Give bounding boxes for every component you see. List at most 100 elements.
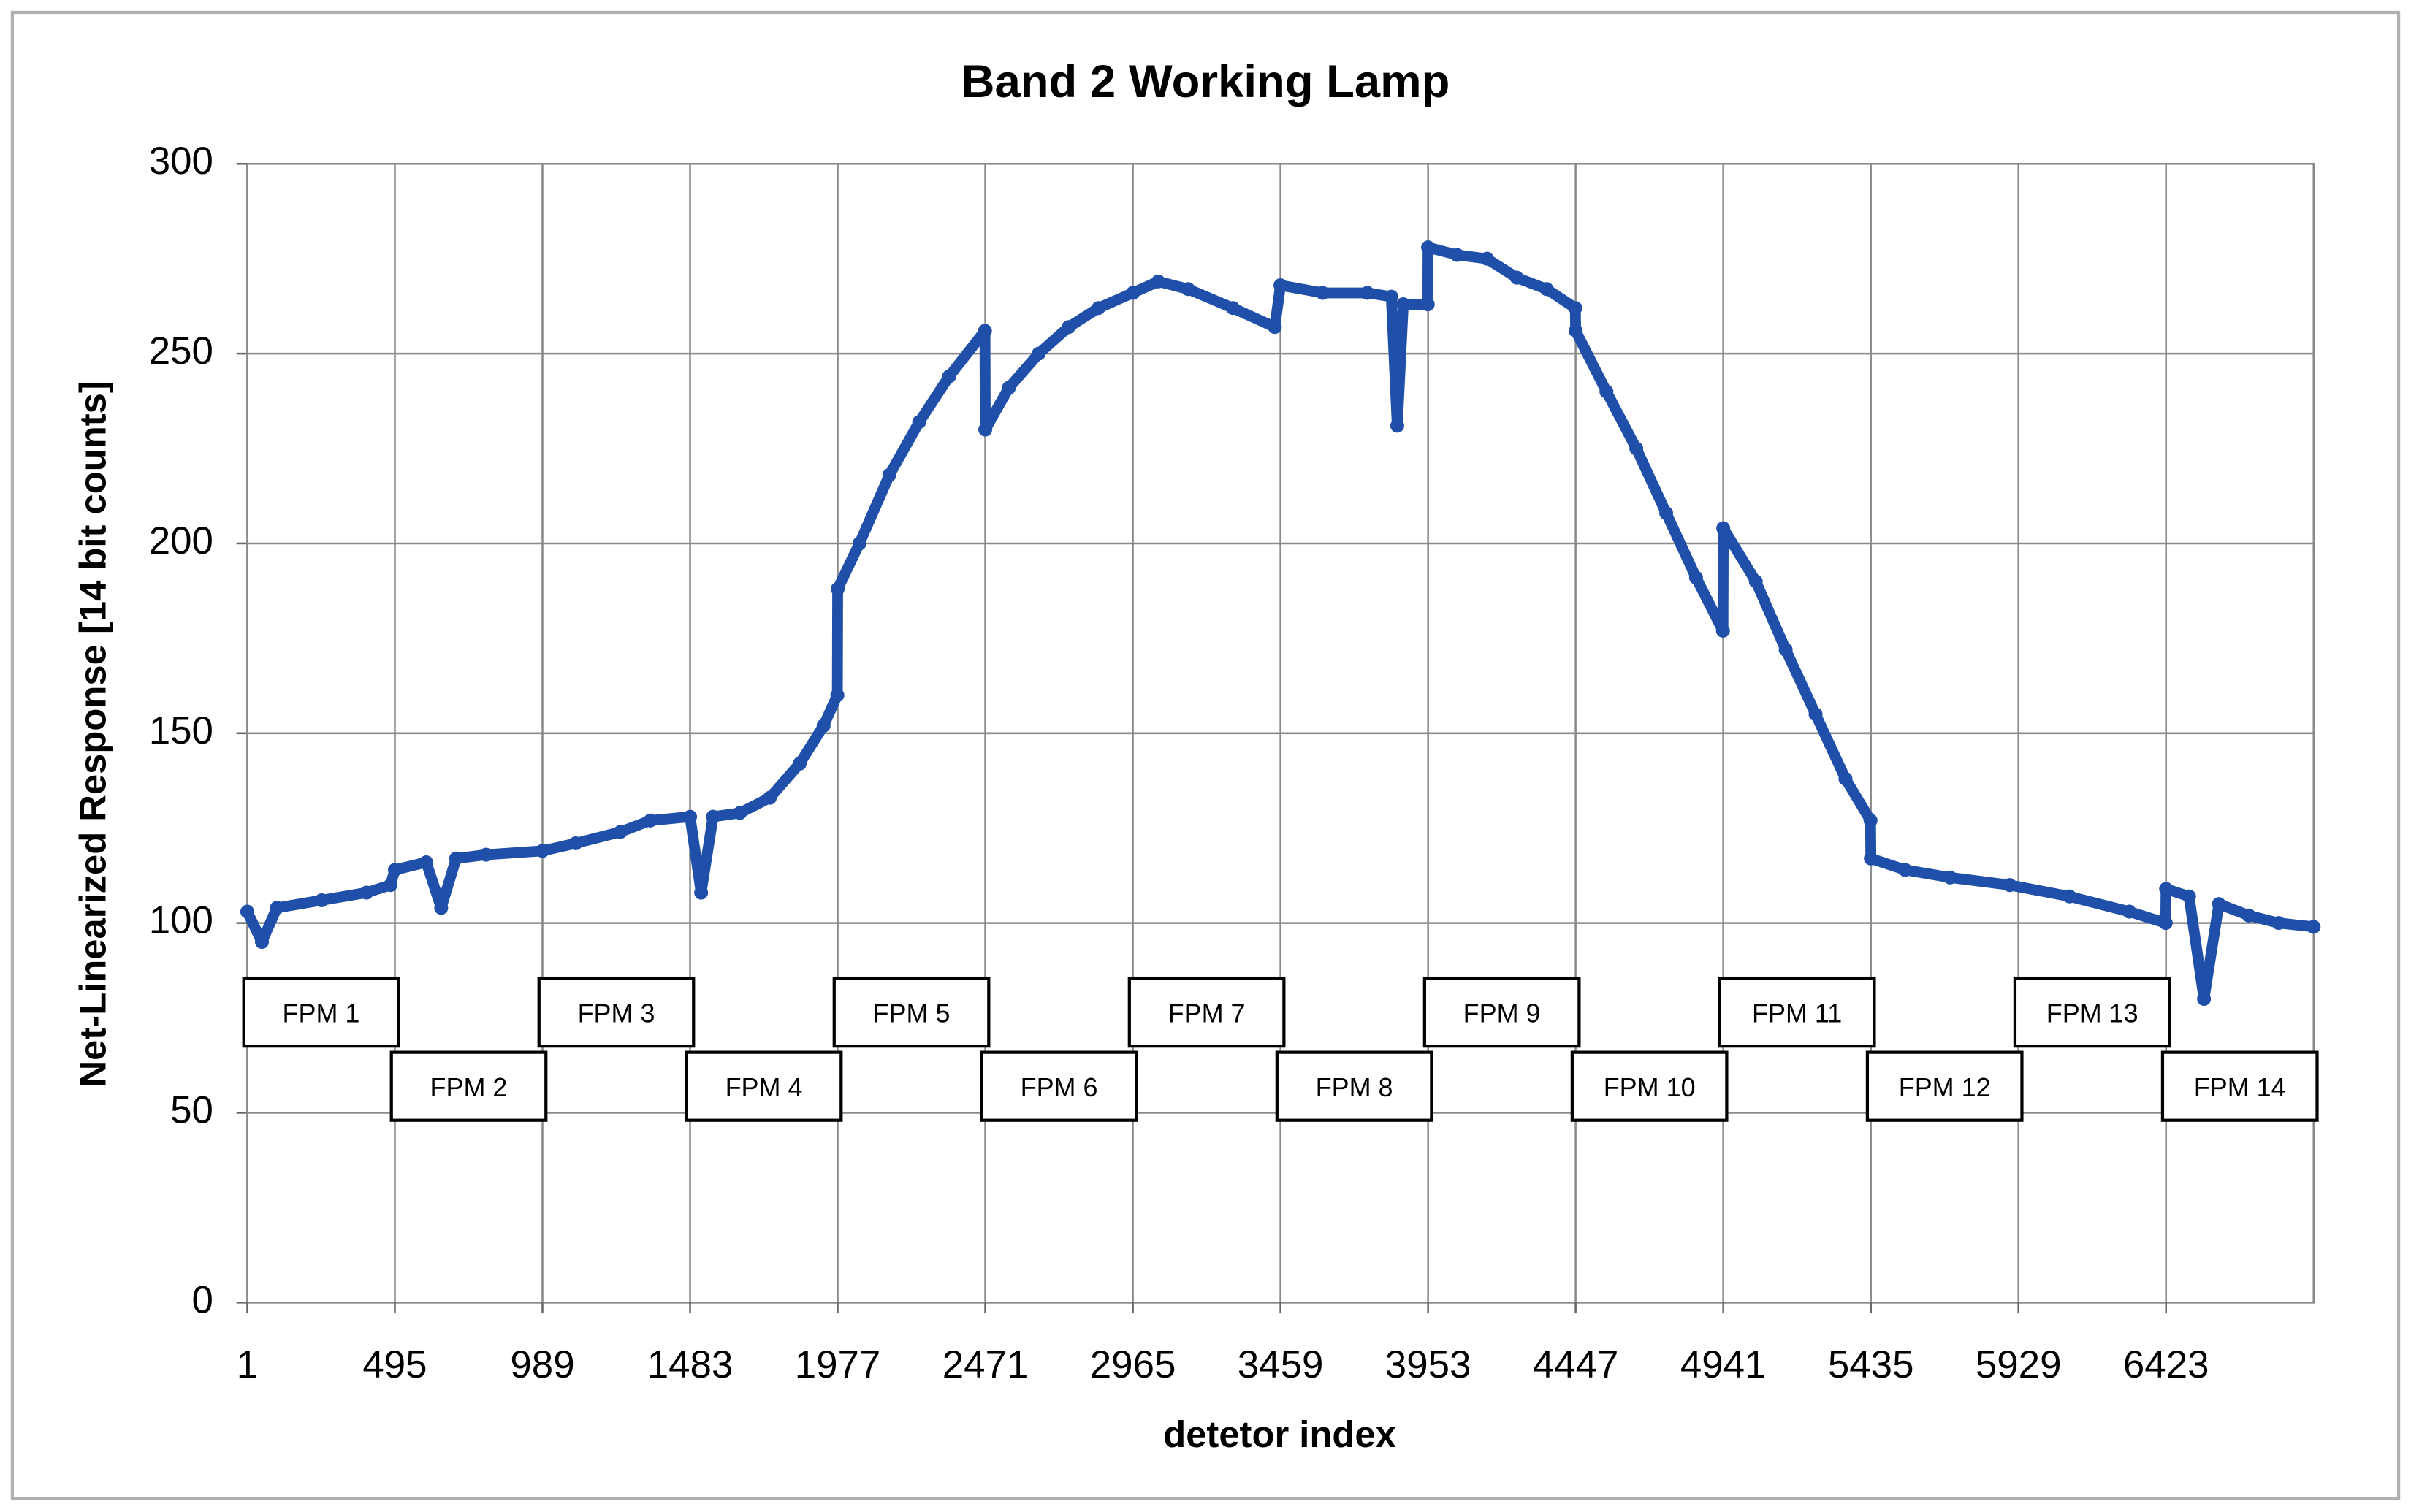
y-tick-label: 0 [192,1278,213,1321]
data-point [1126,286,1140,300]
annotation-box [537,976,696,1048]
data-point [1226,301,1241,316]
y-tick-label: 250 [149,329,213,373]
data-point [1396,297,1411,312]
data-point [2271,916,2286,931]
data-point [434,901,449,915]
data-point [733,806,747,820]
data-point [830,688,845,703]
data-point [1716,521,1731,535]
data-point [2003,878,2017,893]
annotation: FPM 1 [283,998,360,1028]
annotation: FPM 10 [1604,1072,1696,1102]
data-point [1863,813,1878,828]
annotation: FPM 7 [1168,998,1246,1028]
x-tick-label: 5435 [1828,1343,1914,1386]
x-tick-label: 6423 [2123,1343,2209,1386]
data-point [1748,574,1763,589]
data-point [1273,278,1288,293]
data-point [1032,346,1046,361]
data-point [1421,240,1436,255]
annotation-box [1718,976,1876,1048]
annotation: FPM 5 [873,998,951,1028]
annotation-box [1570,1050,1729,1122]
data-point [314,893,329,907]
x-tick-label: 4447 [1533,1343,1619,1386]
data-point [1420,297,1435,312]
data-point [479,847,493,862]
data-point [419,855,433,870]
data-point [1688,570,1703,585]
annotation-box [1422,976,1581,1048]
data-point [1384,289,1398,304]
data-point [912,415,926,429]
data-point [613,825,628,839]
data-point [383,878,397,893]
y-axis-label: Net-Linearized Response [14 bit counts] [72,381,114,1087]
data-point [1181,282,1195,297]
data-point [683,809,698,824]
x-tick-label: 3953 [1385,1343,1471,1386]
x-tick-label: 2471 [942,1343,1029,1386]
data-point [763,790,777,805]
data-point [254,935,270,950]
data-point [2159,882,2174,896]
x-tick-label: 989 [510,1343,574,1386]
data-point [643,813,658,828]
x-tick-label: 3459 [1238,1343,1324,1386]
y-tick-label: 100 [149,899,213,942]
data-point [831,581,845,596]
annotation-box [2160,1050,2319,1122]
data-point [2307,920,2321,934]
annotation: FPM 13 [2046,998,2138,1028]
data-point [2241,908,2256,923]
data-point [1268,320,1282,335]
annotation-box [685,1050,843,1122]
annotation: FPM 14 [2194,1072,2286,1102]
data-point [1778,642,1793,657]
annotation: FPM 11 [1752,998,1842,1028]
data-point [1659,505,1674,520]
data-point [2063,889,2077,904]
data-point [1092,301,1106,316]
data-point [2197,992,2212,1007]
y-tick-label: 200 [149,519,213,562]
annotation: FPM 8 [1316,1072,1393,1102]
x-tick-label: 2965 [1090,1343,1176,1386]
chart-frame [10,10,2401,1501]
annotation-box [242,976,400,1048]
data-point [816,718,831,733]
data-point [978,324,992,338]
data-point [1715,623,1730,638]
data-point [2212,897,2226,912]
annotation-box [2013,976,2171,1048]
x-tick-label: 1483 [647,1343,734,1386]
data-point [240,904,254,919]
annotation: FPM 9 [1463,998,1541,1028]
annotation: FPM 4 [725,1072,803,1102]
x-tick-label: 495 [362,1343,427,1386]
data-point [1599,384,1614,399]
annotation-box [980,1050,1138,1122]
annotation: FPM 2 [430,1072,508,1102]
data-point [1539,282,1554,297]
chart-title: Band 2 Working Lamp [961,56,1450,107]
data-point [1479,251,1494,266]
data-point [942,369,956,383]
data-point [1002,381,1016,395]
data-point [978,422,993,437]
annotation-box [1127,976,1286,1048]
annotation-box [832,976,991,1048]
data-point [1151,274,1165,289]
data-point [359,885,374,900]
data-point [793,756,807,771]
data-point [1450,248,1464,262]
data-point [694,885,709,900]
data-point [706,809,720,824]
y-tick-label: 150 [149,709,213,752]
annotation-box [1275,1050,1433,1122]
data-point [1629,441,1644,456]
y-tick-label: 50 [170,1088,213,1131]
